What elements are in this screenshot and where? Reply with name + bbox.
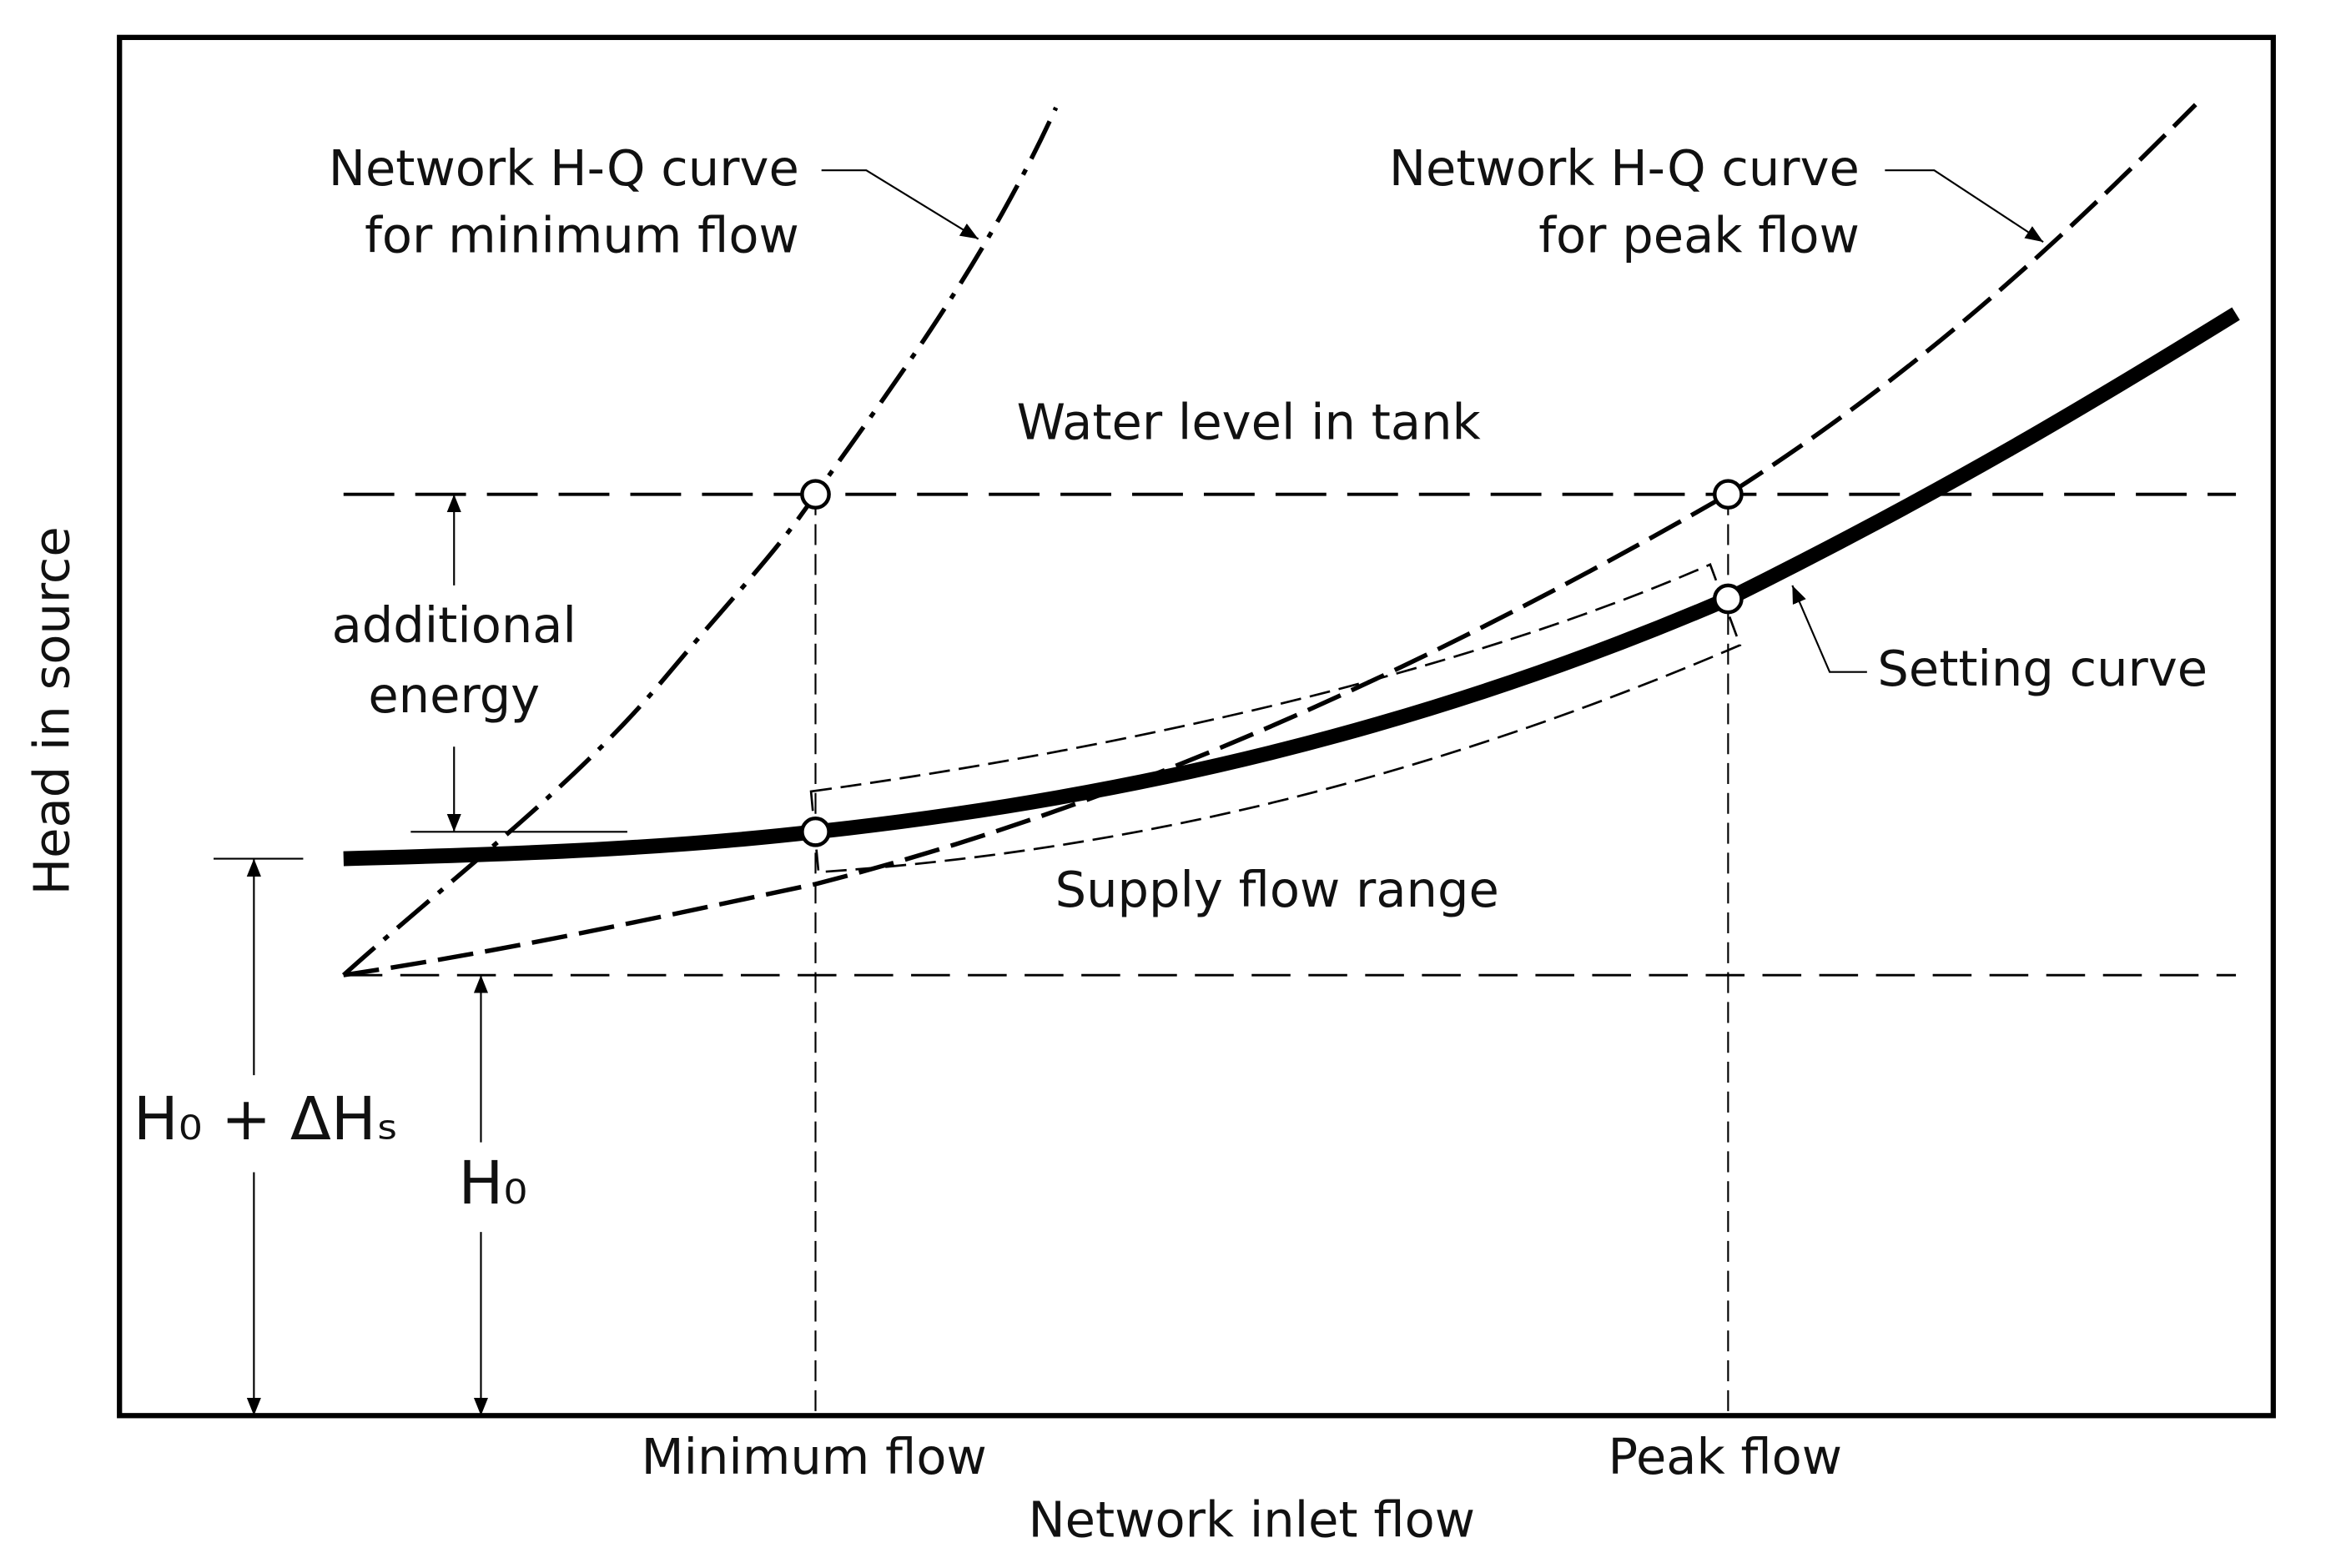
supply-range-envelope <box>809 563 1742 874</box>
peak-flow-curve <box>343 103 2198 977</box>
curve-label: for peak flow <box>1538 207 1860 264</box>
curve-label: for minimum flow <box>365 207 799 264</box>
min-flow-curve <box>341 106 1059 977</box>
h0-label: H₀ <box>459 1148 528 1218</box>
energy-label: additional <box>332 596 576 654</box>
setting-curve <box>343 307 2240 867</box>
x-mark-label: Peak flow <box>1608 1428 1842 1485</box>
supply-range-label: Supply flow range <box>1055 861 1499 918</box>
intersection-point <box>1713 583 1744 615</box>
setting-curve-label: Setting curve <box>1877 640 2208 697</box>
intersection-point <box>1713 479 1744 510</box>
h0-dhs-label: H₀ + ΔHₛ <box>133 1084 399 1153</box>
y-axis-label: Head in source <box>23 526 80 895</box>
intersection-point <box>800 479 831 510</box>
x-axis-label: Network inlet flow <box>1028 1490 1475 1548</box>
curve-label: Network H-Q curve <box>1389 139 1860 197</box>
leader-line <box>1791 585 1867 673</box>
x-mark-label: Minimum flow <box>642 1428 987 1485</box>
leader-line <box>1885 169 2044 244</box>
tank-label: Water level in tank <box>1017 393 1482 450</box>
leader-line <box>821 169 979 240</box>
frame <box>117 34 2276 1419</box>
curve-label: Network H-Q curve <box>329 139 799 197</box>
intersection-point <box>800 816 831 847</box>
energy-label: energy <box>368 666 540 724</box>
